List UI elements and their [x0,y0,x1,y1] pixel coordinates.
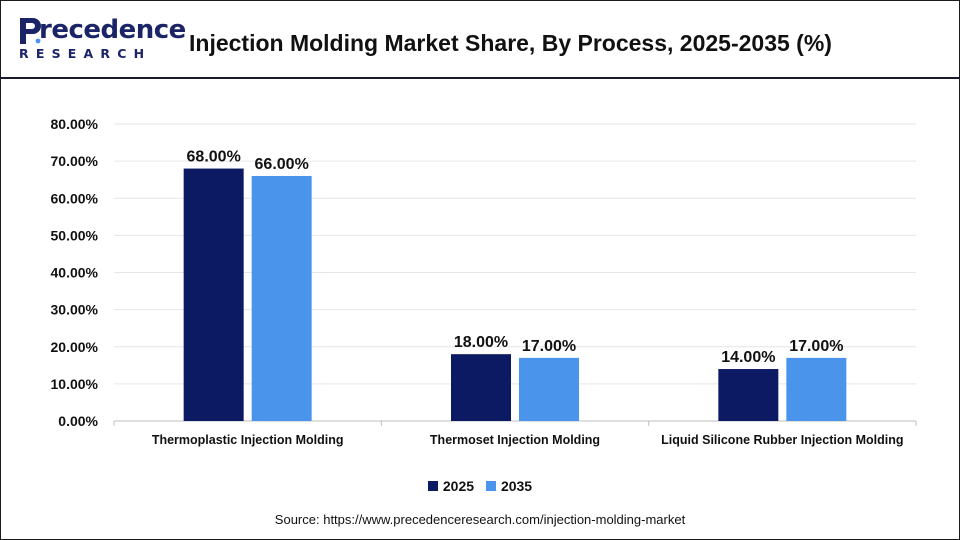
legend-swatch-2035 [485,481,496,491]
header: recedence RESEARCH Injection Molding Mar… [1,1,959,77]
y-tick-label: 70.00% [51,153,99,169]
x-tick-label: Thermoplastic Injection Molding [152,433,344,447]
y-tick-label: 50.00% [51,227,99,243]
legend-item-2035: 2035 [485,478,533,494]
data-label-2035: 17.00% [522,338,576,355]
bar-2025 [183,168,244,421]
legend-label-2025: 2025 [442,478,475,494]
bar-2035 [251,175,312,421]
data-label-2035: 66.00% [255,156,309,173]
y-tick-label: 20.00% [51,339,99,355]
x-tick-label: Thermoset Injection Molding [430,433,600,447]
y-tick-label: 30.00% [51,302,99,318]
bar-2025 [451,354,511,421]
data-label-2025: 18.00% [454,334,508,351]
legend: 2025 2035 [0,478,960,494]
bar-chart: 0.00% 10.00% 20.00% 30.00% 40.00% 50.00% 60.00… [51,116,917,447]
chart-title: Injection Molding Market Share, By Proce… [189,30,832,56]
bar-2025 [718,369,779,421]
bar-2035 [786,357,847,421]
logo-text: recedence [39,15,186,45]
legend-label-2035: 2035 [500,478,533,494]
y-tick-label: 80.00% [51,116,99,132]
header-divider [0,77,960,79]
logo: recedence RESEARCH [17,15,186,65]
source-note: Source: https://www.precedenceresearch.c… [274,512,686,527]
y-tick-label: 60.00% [51,190,99,206]
y-tick-label: 0.00% [58,413,98,429]
y-tick-label: 40.00% [51,265,99,281]
legend-swatch-2025 [427,481,438,491]
legend-item-2025: 2025 [427,478,475,494]
logo-p-icon [20,18,41,44]
data-label-2025: 14.00% [721,349,775,366]
data-label-2035: 17.00% [789,338,843,355]
x-tick-label: Liquid Silicone Rubber Injection Molding [661,433,903,447]
y-tick-label: 10.00% [51,376,99,392]
bar-2035 [519,357,579,421]
data-label-2025: 68.00% [187,149,241,166]
logo-subtext: RESEARCH [19,46,152,61]
